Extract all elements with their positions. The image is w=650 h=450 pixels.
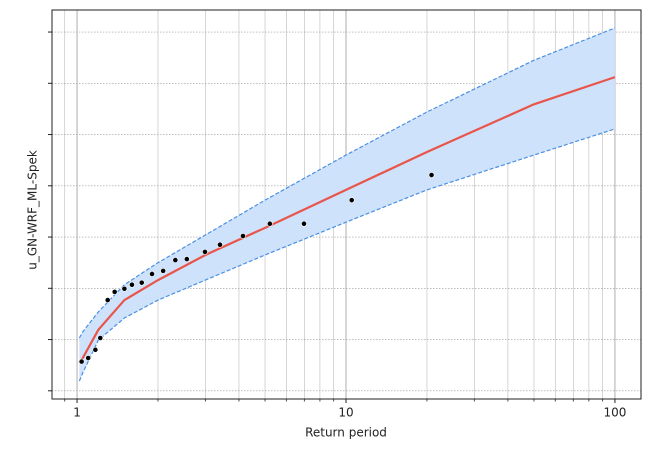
- observation-point: [202, 249, 208, 255]
- observation-point: [97, 335, 104, 341]
- observation-point: [428, 172, 435, 178]
- observation-point: [348, 197, 355, 204]
- observation-point: [183, 256, 190, 262]
- observation-point: [92, 346, 99, 353]
- observation-point: [138, 279, 145, 286]
- observation-point: [172, 257, 179, 264]
- x-tick-label: 10: [338, 406, 353, 420]
- y-axis-label: u_GN-WRF_ML-Spek: [26, 150, 40, 270]
- observation-point: [78, 358, 85, 365]
- confidence-band: [79, 27, 615, 382]
- x-tick-label: 100: [603, 406, 626, 420]
- fit-line: [78, 76, 616, 364]
- confidence-bound: [78, 27, 616, 339]
- marks: [78, 27, 616, 382]
- plot-frame: [51, 9, 642, 400]
- observation-point: [85, 355, 92, 361]
- observation-point: [111, 288, 118, 295]
- observation-point: [149, 271, 155, 277]
- x-tick-label: 1: [73, 406, 81, 420]
- observation-point: [104, 297, 111, 303]
- observation-point: [160, 267, 167, 274]
- x-axis-label: Return period: [305, 426, 387, 440]
- observation-point: [240, 233, 246, 239]
- observation-point: [129, 281, 135, 288]
- observation-point: [301, 220, 307, 227]
- observation-point: [217, 241, 223, 248]
- observation-point: [266, 220, 273, 227]
- observation-point: [121, 285, 128, 292]
